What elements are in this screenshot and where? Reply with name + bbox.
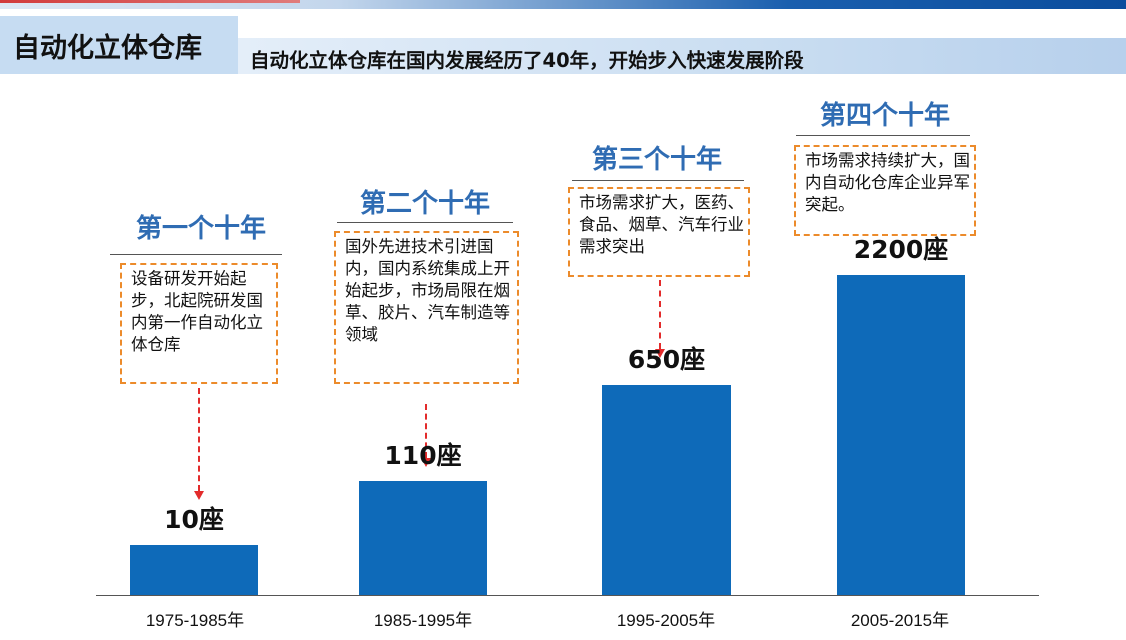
x-tick-label-3: 1995-2005年	[616, 611, 716, 630]
period-note-2: 国外先进技术引进国内，国内系统集成上开始起步，市场局限在烟草、胶片、汽车制造等领…	[334, 231, 519, 384]
period-title-3: 第三个十年	[591, 145, 722, 175]
arrowhead-3	[655, 349, 665, 358]
period-note-3: 市场需求扩大，医药、食品、烟草、汽车行业需求突出	[568, 187, 750, 277]
bar-value-label-1: 10座	[164, 505, 224, 534]
bar-value-label-4: 2200座	[853, 235, 949, 264]
bar-2005-2015	[837, 275, 965, 595]
period-note-1: 设备研发开始起步，北起院研发国内第一作自动化立体仓库	[120, 263, 278, 384]
period-title-2: 第二个十年	[359, 189, 490, 219]
connector-line-3	[659, 280, 661, 349]
period-rule-3	[572, 180, 744, 181]
arrowhead-1	[194, 491, 204, 500]
x-tick-label-1: 1975-1985年	[145, 611, 245, 630]
connector-line-1	[198, 388, 200, 491]
x-tick-label-2: 1985-1995年	[373, 611, 473, 630]
period-rule-4	[796, 135, 970, 136]
period-rule-1	[110, 254, 282, 255]
bar-value-label-2: 110座	[384, 441, 462, 470]
period-note-4: 市场需求持续扩大，国内自动化仓库企业异军突起。	[794, 145, 976, 236]
period-rule-2	[337, 222, 513, 223]
page-title: 自动化立体仓库	[13, 33, 202, 64]
top-decor-stripe	[0, 0, 1126, 9]
bar-1985-1995	[359, 481, 487, 595]
x-axis-line	[96, 595, 1039, 596]
page-subtitle: 自动化立体仓库在国内发展经历了40年，开始步入快速发展阶段	[250, 49, 804, 72]
title-box	[0, 16, 238, 74]
bar-1975-1985	[130, 545, 258, 595]
top-decor-red-stripe	[0, 0, 300, 3]
subtitle-band	[238, 38, 1126, 74]
arrowhead-2	[421, 458, 431, 467]
connector-line-2	[425, 404, 427, 458]
period-title-1: 第一个十年	[135, 214, 266, 244]
x-tick-label-4: 2005-2015年	[850, 611, 950, 630]
bar-1995-2005	[602, 385, 731, 595]
period-title-4: 第四个十年	[819, 101, 950, 131]
bar-value-label-3: 650座	[627, 345, 706, 374]
